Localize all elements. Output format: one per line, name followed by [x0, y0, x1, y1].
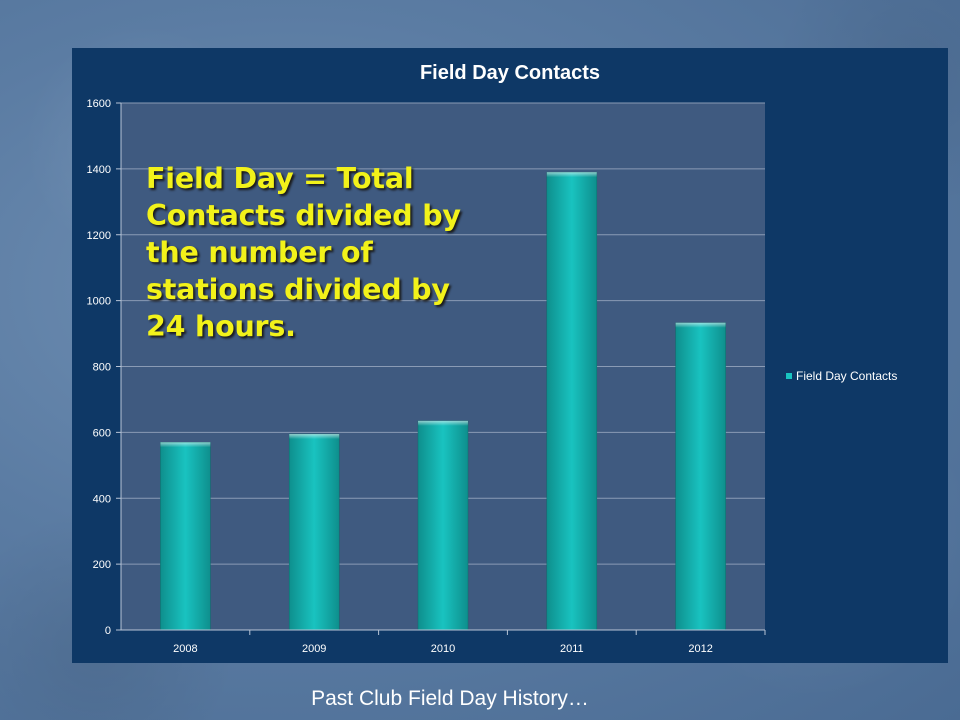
y-tick-label: 600: [93, 427, 111, 439]
annotation-line: the number of: [146, 236, 373, 269]
y-tick-label: 0: [105, 625, 111, 637]
chart-legend: Field Day Contacts: [786, 369, 897, 383]
bar: [288, 433, 340, 631]
bar-highlight: [160, 442, 211, 448]
y-tick-label: 1000: [87, 296, 111, 308]
x-tick-label: 2010: [431, 643, 455, 655]
annotation-line: Field Day = Total: [146, 162, 414, 195]
slide-caption: Past Club Field Day History…: [311, 687, 589, 710]
annotation-line: stations divided by: [146, 273, 450, 306]
bar: [417, 420, 469, 631]
bar-highlight: [546, 172, 597, 178]
bar-highlight: [675, 322, 726, 328]
bar: [675, 322, 726, 631]
annotation-text: Field Day = Total Contacts divided by th…: [146, 160, 486, 345]
y-tick-label: 1400: [87, 164, 111, 176]
x-tick-label: 2008: [173, 643, 197, 655]
y-tick-label: 200: [93, 559, 111, 571]
y-tick-label: 400: [93, 493, 111, 505]
y-tick-label: 1600: [87, 98, 111, 110]
y-tick-label: 1200: [87, 230, 111, 242]
annotation-line: 24 hours.: [146, 310, 296, 343]
chart-title: Field Day Contacts: [419, 62, 601, 84]
legend-label: Field Day Contacts: [796, 369, 898, 383]
bar: [160, 442, 211, 631]
y-tick-label: 800: [93, 362, 111, 374]
annotation-line: Contacts divided by: [146, 199, 461, 232]
x-tick-label: 2011: [560, 643, 584, 655]
bar-highlight: [289, 434, 340, 440]
bar: [546, 171, 598, 631]
bar-highlight: [418, 420, 468, 426]
legend-swatch: [786, 373, 792, 379]
x-tick-label: 2012: [688, 643, 712, 655]
x-tick-label: 2009: [302, 643, 326, 655]
